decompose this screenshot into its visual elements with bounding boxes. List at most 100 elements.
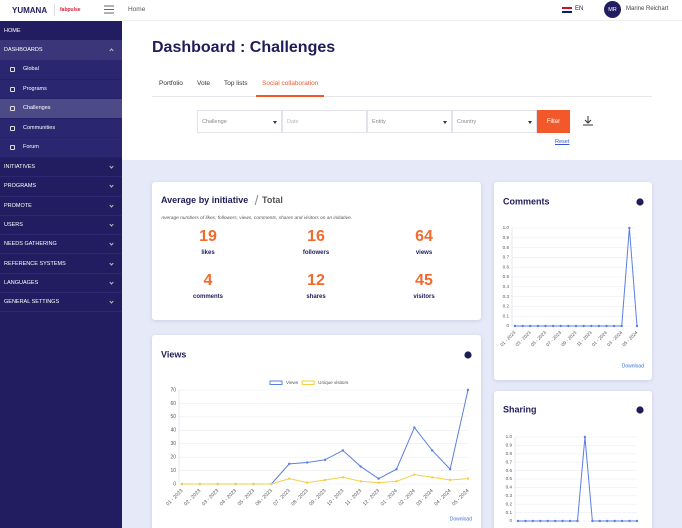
- menu-item[interactable]: REFERENCE SYSTEMS: [0, 255, 122, 274]
- y-tick-label: 0.5: [506, 476, 513, 481]
- y-tick-label: 0.6: [506, 468, 513, 473]
- logo[interactable]: YUMANA: [12, 6, 48, 15]
- stat-label: likes: [201, 250, 215, 256]
- menu-item[interactable]: USERS: [0, 216, 122, 236]
- breadcrumb[interactable]: Home: [128, 6, 146, 13]
- point: [553, 519, 557, 523]
- tab[interactable]: Top lists: [224, 80, 248, 87]
- point: [413, 473, 416, 476]
- reset-link[interactable]: Reset: [555, 139, 570, 145]
- tab[interactable]: Vote: [197, 80, 211, 87]
- point: [377, 477, 380, 480]
- point: [568, 519, 572, 523]
- menu-item[interactable]: HOME: [4, 27, 21, 34]
- point: [559, 324, 562, 328]
- y-tick-label: 0.2: [503, 304, 510, 309]
- x-tick-label: 01 - 2023: [165, 488, 184, 507]
- language[interactable]: EN: [575, 6, 584, 12]
- stat-value: 45: [415, 272, 433, 289]
- point: [198, 482, 202, 486]
- user-name[interactable]: Marine Reichart: [626, 6, 669, 12]
- sharing-card: [494, 391, 652, 528]
- menu-icon[interactable]: [104, 5, 114, 14]
- x-tick-label: 07 - 2023: [272, 488, 291, 507]
- y-tick-label: 30: [170, 441, 176, 447]
- x-tick-label: 02 - 2023: [183, 488, 202, 507]
- point: [551, 324, 555, 328]
- submenu-icon: [10, 67, 15, 72]
- tab[interactable]: Social collaboration: [262, 80, 319, 87]
- filter-button[interactable]: Filter: [537, 110, 570, 133]
- chevron: [109, 241, 114, 246]
- chevron: [109, 164, 114, 169]
- point: [567, 324, 570, 328]
- y-tick-label: 50: [170, 414, 176, 420]
- menu-item[interactable]: PROGRAMS: [0, 177, 122, 197]
- y-tick-label: 0.8: [503, 245, 510, 250]
- y-tick-label: 0: [509, 518, 512, 523]
- point: [252, 482, 255, 486]
- tab[interactable]: Portfolio: [159, 80, 183, 87]
- submenu-icon: [10, 125, 15, 131]
- x-tick-label: 08 - 2023: [290, 488, 309, 507]
- y-tick-label: 1.0: [503, 225, 510, 230]
- submenu-icon: [10, 106, 15, 111]
- filter-field[interactable]: Country: [452, 110, 537, 133]
- legend-label[interactable]: Views: [286, 380, 299, 385]
- avatar[interactable]: MR: [604, 1, 621, 18]
- chevron: [109, 280, 114, 285]
- point: [359, 480, 362, 483]
- point: [431, 449, 434, 452]
- x-tick-label: 04 - 2023: [219, 488, 238, 507]
- menu-item[interactable]: PROMOTE: [0, 197, 122, 216]
- y-tick-label: 20: [170, 454, 176, 460]
- summary-card: Average by initiative Total Average numb…: [152, 182, 481, 320]
- legend-swatch: [301, 380, 315, 385]
- download-link[interactable]: Download: [622, 363, 644, 369]
- point: [612, 324, 616, 328]
- point: [582, 324, 585, 328]
- submenu-item[interactable]: Programs: [0, 79, 122, 99]
- summary-mode[interactable]: Total: [262, 195, 283, 205]
- stat-label: comments: [192, 294, 223, 300]
- partner-logo: fabpulse: [60, 7, 81, 13]
- y-tick-label: 0.7: [506, 459, 513, 464]
- x-tick-label: 01 - 2024: [380, 488, 399, 507]
- submenu-item[interactable]: Communities: [0, 118, 122, 138]
- dropdown-arrow: [273, 121, 277, 124]
- x-tick-label: 05 - 2024: [451, 488, 470, 507]
- point: [531, 519, 535, 523]
- menu-item[interactable]: GENERAL SETTINGS: [0, 293, 122, 313]
- menu-item[interactable]: NEEDS GATHERING: [0, 235, 122, 255]
- point: [536, 324, 540, 328]
- x-tick-label: 06 - 2023: [255, 488, 274, 507]
- filter-field[interactable]: Date: [282, 110, 367, 133]
- help-icon[interactable]: [636, 198, 644, 206]
- y-tick-label: 0.3: [506, 493, 513, 498]
- y-tick-label: 10: [170, 468, 176, 474]
- point: [448, 478, 452, 482]
- download-link[interactable]: Download: [450, 516, 472, 522]
- point: [635, 519, 639, 523]
- legend-label[interactable]: Unique visitors: [318, 380, 349, 385]
- submenu-item[interactable]: Forum: [0, 138, 122, 158]
- series-line: [182, 389, 469, 485]
- y-tick-label: 0.4: [506, 485, 513, 490]
- y-tick-label: 1.0: [506, 434, 513, 439]
- menu-item[interactable]: DASHBOARDS: [0, 40, 122, 60]
- chart-title: Views: [161, 349, 186, 359]
- filter-field[interactable]: Challenge: [197, 110, 282, 133]
- filter-field[interactable]: Entity: [367, 110, 452, 133]
- help-icon[interactable]: [464, 351, 472, 359]
- chevron: [109, 222, 114, 227]
- dropdown-arrow: [528, 121, 532, 124]
- menu-item[interactable]: INITIATIVES: [0, 158, 122, 178]
- menu-item[interactable]: LANGUAGES: [0, 274, 122, 294]
- submenu-item[interactable]: Challenges: [0, 99, 122, 119]
- page-title: Dashboard : Challenges: [152, 39, 336, 56]
- download-icon[interactable]: [582, 115, 594, 127]
- point: [341, 476, 345, 479]
- help-icon[interactable]: [636, 406, 644, 414]
- submenu-item[interactable]: Global: [0, 60, 122, 80]
